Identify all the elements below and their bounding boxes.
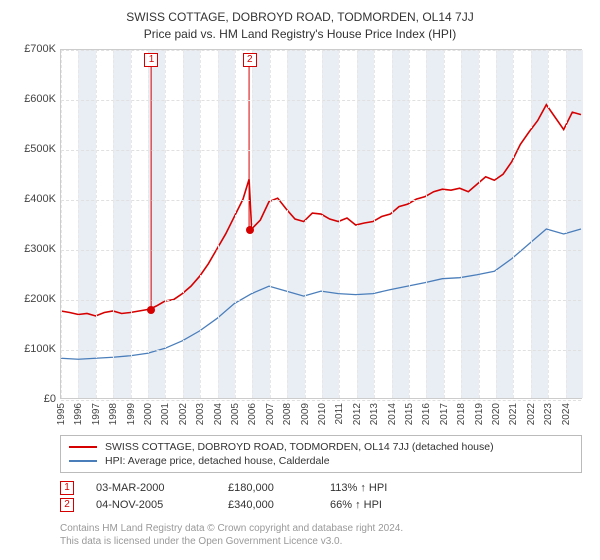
gridline-v (357, 50, 358, 398)
event-pct: 113% ↑ HPI (330, 482, 387, 494)
y-tick-label: £0 (14, 393, 56, 405)
gridline-v (322, 50, 323, 398)
gridline-v (566, 50, 567, 398)
y-tick-label: £200K (14, 293, 56, 305)
gridline-h (61, 400, 581, 401)
y-tick-label: £700K (14, 43, 56, 55)
event-row: 2 04-NOV-2005 £340,000 66% ↑ HPI (60, 498, 586, 512)
gridline-h (61, 350, 581, 351)
footer-line1: Contains HM Land Registry data © Crown c… (60, 522, 586, 535)
gridline-v (461, 50, 462, 398)
gridline-h (61, 200, 581, 201)
event-price: £340,000 (228, 499, 308, 511)
gridline-v (78, 50, 79, 398)
gridline-v (374, 50, 375, 398)
gridline-v (183, 50, 184, 398)
gridline-v (131, 50, 132, 398)
legend-label: HPI: Average price, detached house, Cald… (105, 455, 330, 467)
gridline-v (479, 50, 480, 398)
legend-swatch (69, 446, 97, 448)
event-marker-box: 2 (243, 53, 257, 67)
event-marker-box: 1 (144, 53, 158, 67)
plot-area: 12 (60, 49, 582, 399)
event-dot (147, 306, 155, 314)
gridline-h (61, 250, 581, 251)
legend-label: SWISS COTTAGE, DOBROYD ROAD, TODMORDEN, … (105, 441, 494, 453)
footer-line2: This data is licensed under the Open Gov… (60, 535, 586, 548)
gridline-h (61, 150, 581, 151)
gridline-v (409, 50, 410, 398)
gridline-v (531, 50, 532, 398)
gridline-h (61, 50, 581, 51)
gridline-v (548, 50, 549, 398)
chart-area: £0£100K£200K£300K£400K£500K£600K£700K 12… (14, 49, 586, 429)
gridline-v (287, 50, 288, 398)
gridline-v (200, 50, 201, 398)
legend-box: SWISS COTTAGE, DOBROYD ROAD, TODMORDEN, … (60, 435, 582, 473)
gridline-v (426, 50, 427, 398)
gridline-v (270, 50, 271, 398)
gridline-v (113, 50, 114, 398)
footer-attribution: Contains HM Land Registry data © Crown c… (60, 522, 586, 548)
y-tick-label: £300K (14, 243, 56, 255)
chart-title-line2: Price paid vs. HM Land Registry's House … (14, 27, 586, 41)
line-series-svg (61, 50, 581, 398)
gridline-v (96, 50, 97, 398)
gridline-v (61, 50, 62, 398)
series-line (61, 105, 581, 316)
events-table: 1 03-MAR-2000 £180,000 113% ↑ HPI 2 04-NOV-20… (60, 481, 586, 512)
series-line (61, 229, 581, 359)
gridline-v (339, 50, 340, 398)
x-tick-label: 2024 (561, 403, 587, 425)
legend-row: SWISS COTTAGE, DOBROYD ROAD, TODMORDEN, … (69, 440, 573, 454)
event-date: 04-NOV-2005 (96, 499, 206, 511)
event-number-box: 2 (60, 498, 74, 512)
gridline-h (61, 300, 581, 301)
page-container: SWISS COTTAGE, DOBROYD ROAD, TODMORDEN, … (0, 0, 600, 560)
gridline-v (235, 50, 236, 398)
gridline-v (165, 50, 166, 398)
y-tick-label: £600K (14, 93, 56, 105)
event-price: £180,000 (228, 482, 308, 494)
event-row: 1 03-MAR-2000 £180,000 113% ↑ HPI (60, 481, 586, 495)
chart-title-line1: SWISS COTTAGE, DOBROYD ROAD, TODMORDEN, … (14, 10, 586, 24)
gridline-v (305, 50, 306, 398)
legend-row: HPI: Average price, detached house, Cald… (69, 454, 573, 468)
y-tick-label: £100K (14, 343, 56, 355)
gridline-v (496, 50, 497, 398)
gridline-v (252, 50, 253, 398)
legend-swatch (69, 460, 97, 462)
gridline-v (392, 50, 393, 398)
y-tick-label: £400K (14, 193, 56, 205)
gridline-v (218, 50, 219, 398)
gridline-v (148, 50, 149, 398)
gridline-v (444, 50, 445, 398)
event-dot (246, 226, 254, 234)
y-tick-label: £500K (14, 143, 56, 155)
event-number-box: 1 (60, 481, 74, 495)
gridline-h (61, 100, 581, 101)
gridline-v (513, 50, 514, 398)
event-pct: 66% ↑ HPI (330, 499, 382, 511)
event-date: 03-MAR-2000 (96, 482, 206, 494)
